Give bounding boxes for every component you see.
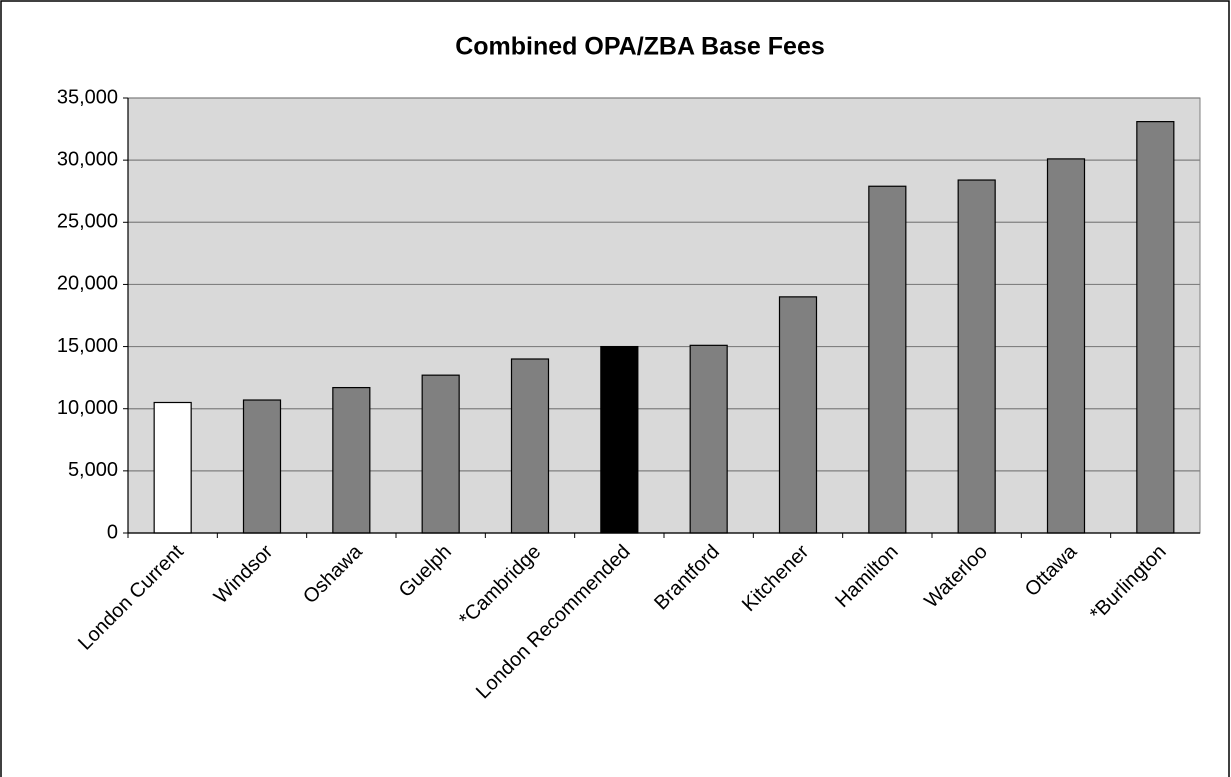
y-tick-label: 35,000: [57, 86, 118, 108]
bar: [600, 345, 639, 534]
bar: [153, 401, 192, 534]
bar: [1136, 121, 1175, 534]
bar: [868, 185, 907, 534]
bar: [1046, 158, 1086, 534]
y-tick-label: 10,000: [57, 397, 118, 419]
bar: [778, 296, 818, 534]
bar: [957, 179, 996, 534]
bar: [421, 374, 460, 534]
y-tick-label: 30,000: [57, 148, 118, 170]
bar: [689, 344, 728, 534]
y-tick-label: 5,000: [68, 459, 118, 481]
y-tick-label: 25,000: [57, 211, 118, 233]
bar: [332, 386, 371, 534]
y-tick-label: 20,000: [57, 273, 118, 295]
y-tick-label: 15,000: [57, 335, 118, 357]
y-tick-label: 0: [107, 521, 118, 543]
bar: [510, 358, 550, 534]
chart-title: Combined OPA/ZBA Base Fees: [455, 33, 825, 61]
plot-area: [127, 97, 1201, 534]
bar: [242, 399, 282, 534]
